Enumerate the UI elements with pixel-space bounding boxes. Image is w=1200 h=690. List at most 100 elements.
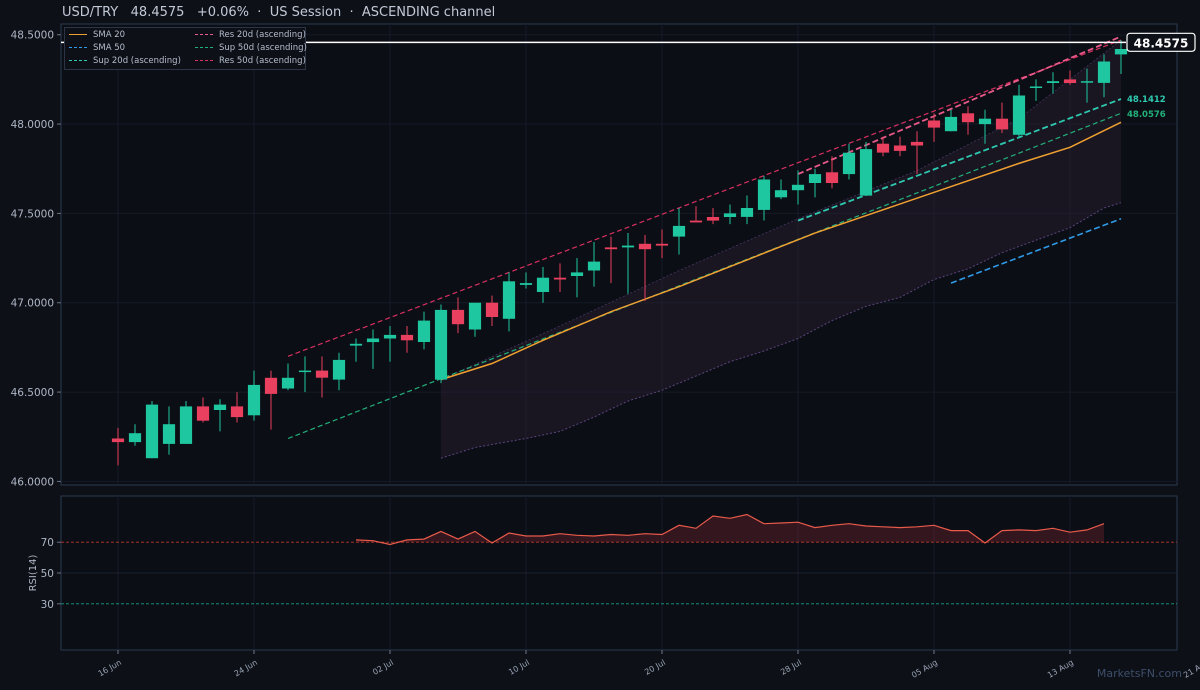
candle-body — [978, 118, 992, 125]
candle-body — [655, 243, 669, 246]
price-label: 48.4575 — [130, 5, 185, 20]
y-tick-label: 46.5000 — [11, 387, 54, 399]
candle-body — [842, 152, 856, 175]
candle-body — [672, 225, 686, 237]
candle-body — [944, 116, 958, 132]
candle-body — [621, 245, 635, 248]
current-price-tag — [1126, 32, 1196, 52]
candle-body — [128, 433, 142, 443]
candle-body — [434, 309, 448, 380]
change-label: +0.06% — [196, 5, 250, 20]
legend-label: SMA 20 — [93, 30, 126, 40]
rsi-overbought-fill — [356, 514, 1104, 543]
chart-title: USD/TRY 48.4575 +0.06% · US Session · AS… — [62, 5, 496, 20]
x-tick-label: 28 Jul — [779, 658, 803, 677]
candle-body — [927, 120, 941, 128]
candle-body — [1114, 49, 1128, 55]
band-lower-line — [440, 202, 1122, 459]
candle-body — [859, 149, 873, 196]
x-tick-label: 24 Jun — [233, 658, 259, 678]
candle-body — [196, 406, 210, 421]
res20-line — [797, 35, 1122, 175]
candle-body — [808, 174, 822, 183]
chart-legend: SMA 20 SMA 50 Sup 20d (ascending) Res 20… — [64, 27, 307, 70]
candle-body — [179, 406, 193, 444]
candle-body — [893, 145, 907, 151]
candle-body — [451, 309, 465, 325]
candle-body — [1029, 86, 1043, 88]
candle-body — [264, 377, 278, 394]
sup50-line — [287, 112, 1122, 440]
candle-body — [910, 141, 924, 146]
candle-body — [876, 143, 890, 153]
x-tick-label: 05 Aug — [910, 658, 939, 680]
res50-line — [287, 39, 1122, 357]
legend-label: Sup 50d (ascending) — [219, 43, 307, 53]
pattern-label: ASCENDING channel — [361, 5, 496, 20]
candle-body — [536, 277, 550, 292]
candle-body — [570, 272, 584, 276]
candle-body — [230, 406, 244, 418]
legend-label: Res 50d (ascending) — [219, 56, 306, 66]
session-label: US Session — [269, 5, 342, 20]
legend-swatch — [69, 47, 87, 48]
candle-body — [111, 438, 125, 443]
candle-body — [604, 247, 618, 250]
x-tick-label: 16 Jun — [97, 658, 123, 678]
rsi-line — [355, 513, 1105, 546]
y-tick-label: 48.0000 — [11, 119, 54, 131]
legend-swatch — [195, 47, 213, 48]
candle-body — [740, 208, 754, 217]
candle-body — [723, 213, 737, 217]
channel-band — [441, 40, 1121, 459]
candle-body — [213, 404, 227, 410]
price-panel — [60, 23, 1178, 486]
candle-body — [638, 243, 652, 250]
candle-body — [1097, 61, 1111, 83]
candle-body — [757, 179, 771, 210]
candle-body — [825, 172, 839, 183]
line-value-label: 48.1412 — [1127, 95, 1166, 105]
legend-swatch — [195, 60, 213, 61]
x-tick-label: 02 Jul — [371, 658, 395, 677]
legend-swatch — [69, 60, 87, 61]
y-tick-label: 47.0000 — [11, 298, 54, 310]
line-value-label: 48.0576 — [1127, 110, 1166, 120]
x-tick-label: 13 Aug — [1046, 658, 1075, 680]
legend-label: SMA 50 — [93, 43, 126, 53]
candle-body — [162, 424, 176, 444]
candle-body — [400, 334, 414, 341]
candle-body — [298, 370, 312, 373]
candle-body — [281, 377, 295, 389]
rsi-y-tick-label: 30 — [41, 599, 54, 611]
candle-body — [1012, 95, 1026, 135]
y-tick-label: 47.5000 — [11, 208, 54, 220]
candle-body — [145, 404, 159, 459]
candle-body — [961, 113, 975, 123]
rsi-y-tick-label: 50 — [41, 568, 54, 580]
candle-body — [468, 302, 482, 330]
candle-body — [383, 334, 397, 339]
candle-body — [417, 320, 431, 342]
candle-body — [689, 220, 703, 223]
candle-body — [553, 277, 567, 280]
symbol-label: USD/TRY — [62, 5, 119, 20]
legend-swatch — [69, 34, 87, 35]
candle-body — [1080, 81, 1094, 83]
candle-body — [502, 281, 516, 319]
legend-swatch — [195, 34, 213, 35]
candle-body — [485, 302, 499, 317]
candle-body — [349, 343, 363, 346]
legend-label: Sup 20d (ascending) — [93, 56, 181, 66]
sma50-line — [950, 218, 1122, 284]
candle-body — [332, 359, 346, 380]
candle-body — [519, 283, 533, 285]
rsi-axis-label: RSI(14) — [28, 555, 39, 592]
candle-body — [706, 217, 720, 221]
candle-body — [791, 184, 805, 191]
x-tick-label: 10 Jul — [507, 658, 531, 677]
candle-body — [774, 190, 788, 198]
candle-body — [587, 261, 601, 271]
candle-body — [366, 338, 380, 343]
current-price-tag-label: 48.4575 — [1134, 36, 1189, 50]
